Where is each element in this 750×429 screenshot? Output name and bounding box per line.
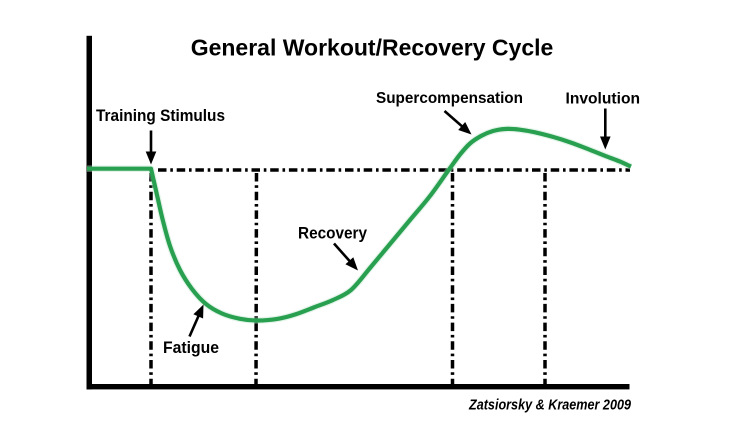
- svg-text:Zatsiorsky & Kraemer 2009: Zatsiorsky & Kraemer 2009: [468, 397, 631, 414]
- svg-text:Fatigue: Fatigue: [163, 338, 219, 357]
- svg-text:Recovery: Recovery: [298, 223, 367, 242]
- svg-text:Involution: Involution: [566, 90, 641, 107]
- svg-text:General Workout/Recovery Cycle: General Workout/Recovery Cycle: [191, 35, 554, 61]
- svg-text:Supercompensation: Supercompensation: [376, 90, 523, 107]
- svg-text:Training Stimulus: Training Stimulus: [96, 106, 225, 125]
